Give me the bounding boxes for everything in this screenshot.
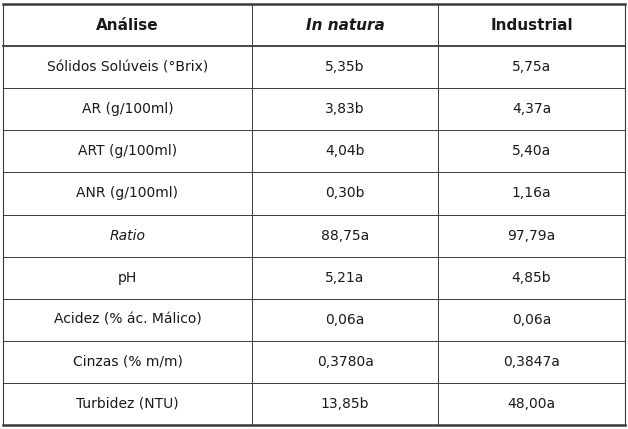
Text: 5,75a: 5,75a <box>512 60 551 74</box>
Text: 5,35b: 5,35b <box>325 60 365 74</box>
Text: pH: pH <box>118 271 137 284</box>
Text: Cinzas (% m/m): Cinzas (% m/m) <box>73 355 182 369</box>
Text: 0,3780a: 0,3780a <box>317 355 374 369</box>
Text: 4,04b: 4,04b <box>325 145 365 158</box>
Text: 88,75a: 88,75a <box>321 229 369 242</box>
Text: In natura: In natura <box>306 18 384 33</box>
Text: Turbidez (NTU): Turbidez (NTU) <box>76 397 179 411</box>
Text: 0,06a: 0,06a <box>325 313 365 326</box>
Text: 0,06a: 0,06a <box>512 313 551 326</box>
Text: 97,79a: 97,79a <box>507 229 556 242</box>
Text: 0,3847a: 0,3847a <box>503 355 560 369</box>
Text: Industrial: Industrial <box>490 18 573 33</box>
Text: 3,83b: 3,83b <box>325 103 365 116</box>
Text: 48,00a: 48,00a <box>507 397 556 411</box>
Text: Sólidos Solúveis (°Brix): Sólidos Solúveis (°Brix) <box>47 60 208 74</box>
Text: 0,30b: 0,30b <box>325 187 365 200</box>
Text: 4,37a: 4,37a <box>512 103 551 116</box>
Text: Análise: Análise <box>96 18 159 33</box>
Text: 1,16a: 1,16a <box>512 187 551 200</box>
Text: ANR (g/100ml): ANR (g/100ml) <box>77 187 178 200</box>
Text: 5,21a: 5,21a <box>325 271 365 284</box>
Text: 13,85b: 13,85b <box>321 397 369 411</box>
Text: Acidez (% ác. Málico): Acidez (% ác. Málico) <box>53 313 202 326</box>
Text: 4,85b: 4,85b <box>512 271 551 284</box>
Text: Ratio: Ratio <box>109 229 146 242</box>
Text: 5,40a: 5,40a <box>512 145 551 158</box>
Text: AR (g/100ml): AR (g/100ml) <box>82 103 173 116</box>
Text: ART (g/100ml): ART (g/100ml) <box>78 145 177 158</box>
